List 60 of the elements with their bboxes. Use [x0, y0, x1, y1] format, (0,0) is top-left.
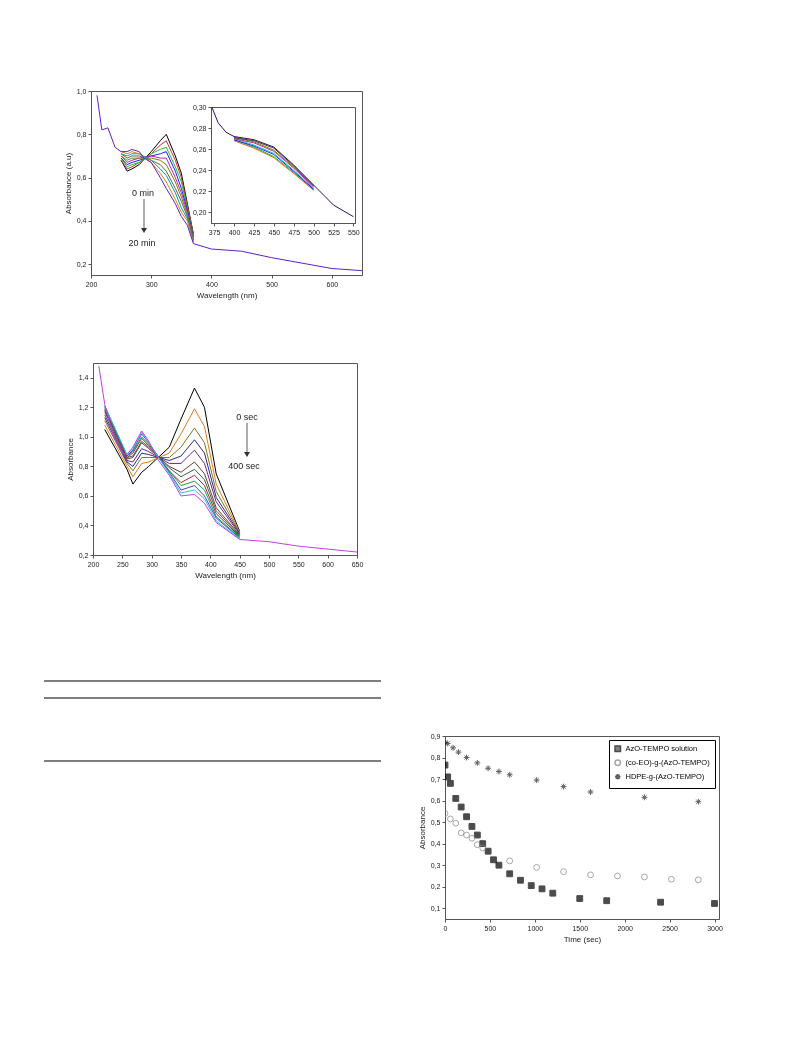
- point: [457, 803, 465, 811]
- point: [533, 776, 541, 784]
- point: [587, 871, 594, 879]
- point: [446, 815, 454, 823]
- point: [473, 841, 481, 849]
- line-series: [104, 387, 241, 532]
- x-axis-title: Wavelength (nm): [196, 290, 258, 300]
- point: [473, 831, 481, 839]
- point: [694, 798, 702, 806]
- point: [452, 795, 460, 802]
- point: [657, 898, 665, 906]
- point: [527, 882, 535, 890]
- point: [560, 868, 567, 876]
- point: [641, 873, 648, 881]
- point: [495, 768, 503, 775]
- point: [587, 788, 594, 796]
- x-axis-title: Time (sec): [563, 934, 602, 944]
- point: [463, 831, 470, 839]
- annotation: 20 min: [128, 238, 156, 248]
- line-series: [211, 107, 354, 218]
- point: [445, 773, 452, 781]
- point: [506, 771, 514, 779]
- point: [533, 863, 541, 871]
- point: [517, 876, 524, 884]
- point: [495, 861, 503, 869]
- point: [576, 895, 584, 902]
- point: [490, 856, 497, 864]
- point: [463, 813, 470, 821]
- point: [641, 793, 648, 801]
- annotation: 400 sec: [228, 461, 260, 471]
- point: [468, 823, 476, 830]
- x-axis-title: Wavelength (nm): [195, 570, 257, 580]
- point: [473, 759, 481, 767]
- point: [457, 829, 465, 837]
- point: [479, 844, 487, 852]
- point: [694, 876, 702, 884]
- point: [449, 744, 457, 752]
- line-series: [96, 94, 362, 272]
- point: [711, 900, 718, 907]
- point: [603, 897, 611, 905]
- point: [549, 889, 557, 897]
- point: [484, 764, 492, 772]
- point: [560, 783, 567, 791]
- annotation: 0 min: [131, 188, 155, 198]
- point: [455, 748, 462, 756]
- point: [463, 754, 470, 761]
- annotation: 0 sec: [236, 412, 258, 422]
- point: [484, 847, 492, 855]
- y-axis-title: Absorbance (a.u): [63, 152, 73, 215]
- point: [506, 857, 514, 865]
- line-series: [98, 365, 357, 553]
- point: [468, 834, 476, 842]
- y-axis-title: Absorbance: [65, 437, 75, 481]
- y-axis-title: Absorbance: [417, 806, 427, 850]
- point: [538, 885, 546, 893]
- point: [446, 779, 454, 787]
- point: [452, 819, 460, 827]
- point: [506, 870, 514, 878]
- point: [667, 875, 675, 883]
- point: [614, 872, 621, 880]
